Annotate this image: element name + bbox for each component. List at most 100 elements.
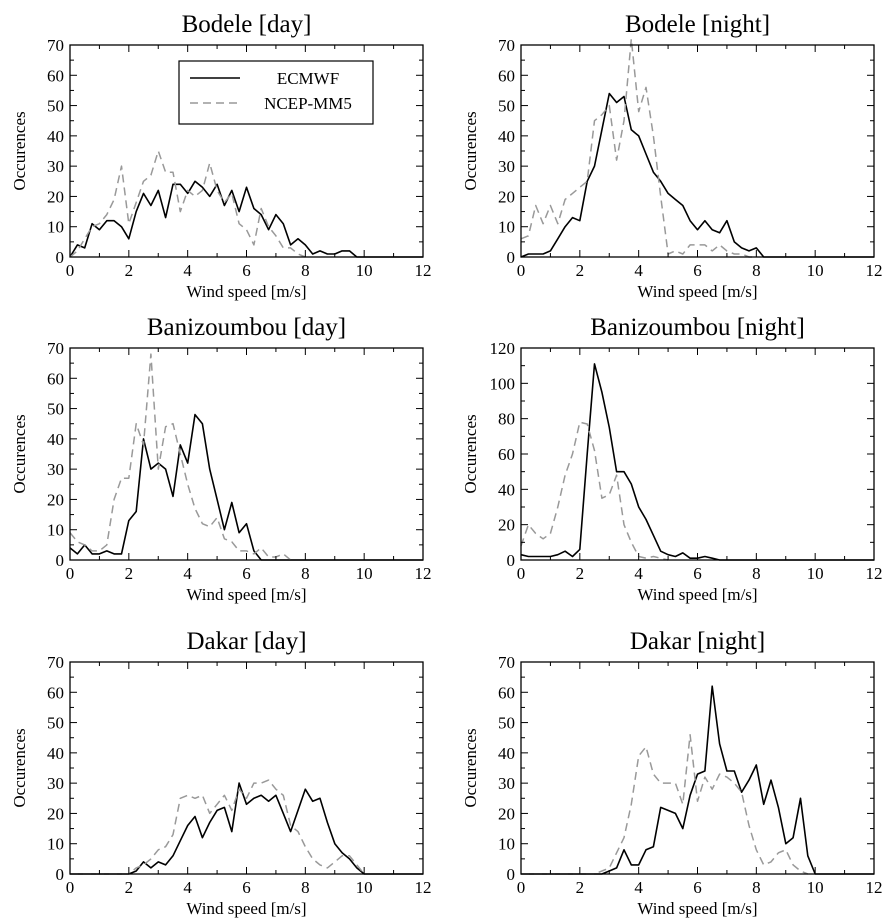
x-tick-label: 4 [183, 564, 192, 583]
y-axis-label: Occurences [461, 414, 480, 493]
x-tick-label: 8 [301, 564, 310, 583]
panel-title: Bodele [night] [625, 11, 770, 38]
legend-box [178, 60, 374, 125]
series-line-ecmwf [521, 685, 874, 875]
y-tick-label: 70 [498, 653, 515, 672]
y-tick-label: 10 [47, 218, 64, 237]
x-tick-label: 0 [66, 878, 75, 897]
legend-label: NCEP-MM5 [264, 94, 352, 113]
y-tick-label: 40 [47, 744, 64, 763]
y-tick-label: 10 [47, 835, 64, 854]
x-tick-label: 12 [415, 878, 432, 897]
panel-3: Banizoumbou [day] 0 2 4 6 8 10 12 0 10 20 30 40 50 60 7… [10, 314, 432, 604]
legend-label: ECMWF [277, 69, 339, 88]
y-tick-label: 30 [498, 157, 515, 176]
panel-5: Dakar [day] 0 2 4 6 8 10 12 0 10 20 30 40 50 60 70 Wind … [10, 628, 432, 918]
y-tick-label: 0 [56, 551, 65, 570]
y-tick-label: 10 [47, 521, 64, 540]
x-tick-label: 4 [183, 878, 192, 897]
panel-title: Banizoumbou [day] [147, 314, 346, 341]
y-tick-label: 20 [47, 490, 64, 509]
x-tick-label: 4 [634, 878, 643, 897]
series-line-ecmwf [520, 92, 874, 258]
x-tick-label: 2 [576, 261, 585, 280]
y-tick-label: 60 [47, 683, 64, 702]
series-line-ncep-mm5 [521, 733, 809, 875]
x-tick-label: 0 [66, 261, 75, 280]
x-tick-label: 2 [125, 564, 134, 583]
panel-title: Dakar [day] [186, 628, 306, 655]
y-tick-label: 40 [47, 430, 64, 449]
x-axis-label: Wind speed [m/s] [637, 282, 757, 301]
series-line-ecmwf [69, 180, 423, 258]
y-axis-label: Occurences [10, 111, 29, 190]
y-tick-label: 0 [56, 248, 65, 267]
x-axis-label: Wind speed [m/s] [637, 585, 757, 604]
series-line-ncep-mm5 [70, 779, 365, 875]
y-tick-label: 30 [47, 157, 64, 176]
x-tick-label: 8 [752, 878, 761, 897]
x-tick-label: 4 [634, 261, 643, 280]
x-tick-label: 2 [125, 261, 134, 280]
legend: ECMWF NCEP-MM5 [178, 60, 374, 125]
x-axis-label: Wind speed [m/s] [186, 899, 306, 918]
y-tick-label: 70 [47, 36, 64, 55]
y-axis-label: Occurences [461, 111, 480, 190]
x-tick-label: 6 [693, 261, 702, 280]
y-tick-label: 0 [56, 865, 65, 884]
x-tick-label: 10 [356, 878, 373, 897]
y-tick-label: 80 [498, 410, 515, 429]
y-tick-label: 50 [47, 97, 64, 116]
y-tick-label: 30 [47, 460, 64, 479]
x-tick-label: 10 [807, 878, 824, 897]
x-tick-label: 12 [866, 878, 883, 897]
x-tick-label: 0 [517, 878, 526, 897]
x-tick-label: 2 [576, 878, 585, 897]
y-tick-label: 30 [498, 774, 515, 793]
series-line-ncep-mm5 [520, 38, 757, 258]
series-line-ncep-mm5 [69, 353, 292, 561]
series-line-ecmwf [69, 413, 423, 561]
y-tick-label: 10 [498, 835, 515, 854]
y-tick-label: 40 [498, 744, 515, 763]
x-tick-label: 0 [517, 564, 526, 583]
y-tick-label: 0 [507, 248, 516, 267]
x-tick-label: 6 [242, 564, 251, 583]
x-tick-label: 8 [752, 261, 761, 280]
panel-title: Bodele [day] [182, 11, 312, 38]
y-tick-label: 50 [47, 714, 64, 733]
y-tick-label: 50 [498, 97, 515, 116]
x-tick-label: 4 [183, 261, 192, 280]
y-axis-label: Occurences [10, 728, 29, 807]
y-tick-label: 70 [498, 36, 515, 55]
series-line-ecmwf [520, 363, 874, 561]
plot-frame [69, 661, 424, 875]
x-tick-label: 0 [517, 261, 526, 280]
x-tick-label: 12 [866, 564, 883, 583]
y-tick-label: 0 [507, 551, 516, 570]
x-tick-label: 0 [66, 564, 75, 583]
panel-2: Bodele [night] 0 2 4 6 8 10 12 0 10 20 30 40 50 60 70 Wi… [461, 11, 883, 301]
y-tick-label: 30 [47, 774, 64, 793]
x-tick-label: 8 [301, 261, 310, 280]
series-line-ncep-mm5 [69, 150, 306, 258]
y-tick-label: 20 [498, 516, 515, 535]
y-tick-label: 60 [498, 683, 515, 702]
panel-title: Banizoumbou [night] [590, 314, 805, 341]
y-tick-label: 60 [498, 66, 515, 85]
y-tick-label: 20 [498, 187, 515, 206]
y-tick-label: 40 [498, 127, 515, 146]
plot-frame [520, 44, 875, 258]
x-tick-label: 12 [415, 564, 432, 583]
y-tick-label: 0 [507, 865, 516, 884]
y-tick-label: 10 [498, 218, 515, 237]
y-tick-label: 60 [498, 445, 515, 464]
y-tick-label: 70 [47, 653, 64, 672]
y-tick-label: 20 [498, 804, 515, 823]
y-tick-label: 70 [47, 339, 64, 358]
x-tick-label: 2 [125, 878, 134, 897]
x-tick-label: 12 [415, 261, 432, 280]
panel-6: Dakar [night] 0 2 4 6 8 10 12 0 10 20 30 40 50 60 70 Win… [461, 628, 883, 918]
x-axis-label: Wind speed [m/s] [186, 585, 306, 604]
